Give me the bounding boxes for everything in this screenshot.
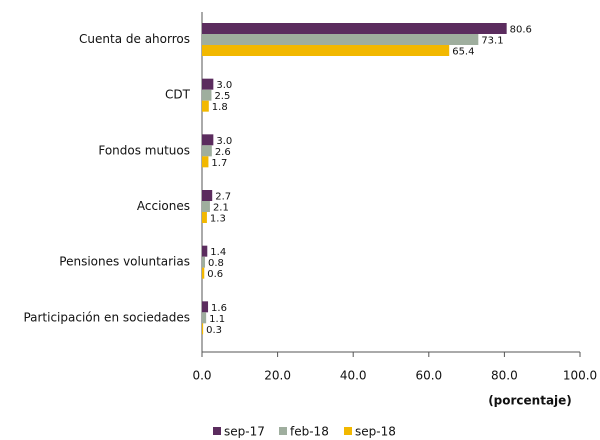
value-label: 1.4 [210, 247, 226, 258]
legend-swatch [213, 427, 221, 435]
value-label: 80.6 [510, 25, 532, 36]
x-tick-label: 20.0 [264, 369, 291, 383]
value-label: 1.6 [211, 303, 227, 314]
value-label: 1.3 [210, 214, 226, 225]
value-label: 73.1 [481, 36, 503, 47]
x-tick-label: 60.0 [415, 369, 442, 383]
y-tick-label: Fondos mutuos [98, 143, 190, 157]
y-tick-label: Pensiones voluntarias [59, 255, 190, 269]
value-label: 1.8 [212, 102, 228, 113]
bar [202, 323, 204, 335]
value-label: 2.6 [215, 147, 231, 158]
value-label: 1.1 [209, 314, 225, 325]
y-tick-label: Cuenta de ahorros [79, 32, 190, 46]
bar [202, 267, 205, 279]
y-tick-label: CDT [165, 88, 191, 102]
bar [202, 156, 209, 168]
value-label: 0.8 [208, 258, 224, 269]
legend-swatch [344, 427, 352, 435]
value-label: 2.1 [213, 203, 229, 214]
bar [202, 256, 206, 268]
y-tick-label: Participación en sociedades [23, 310, 190, 324]
y-tick-label: Acciones [137, 199, 190, 213]
bar [202, 45, 450, 56]
x-tick-label: 100.0 [563, 369, 597, 383]
bar [202, 34, 479, 45]
value-label: 3.0 [216, 80, 232, 91]
value-label: 0.3 [206, 325, 222, 336]
bar [202, 100, 209, 112]
legend-swatch [279, 427, 287, 435]
bar [202, 212, 207, 223]
bar [202, 145, 212, 157]
bar [202, 301, 209, 313]
bar [202, 312, 207, 324]
x-tick-label: 40.0 [340, 369, 367, 383]
value-label: 3.0 [216, 136, 232, 147]
x-tick-label: 80.0 [491, 369, 518, 383]
value-label: 0.6 [207, 269, 223, 280]
value-label: 1.7 [211, 158, 227, 169]
value-label: 2.5 [214, 91, 230, 102]
x-tick-label: 0.0 [192, 369, 211, 383]
bar [202, 190, 213, 201]
legend-label: sep-17 [224, 425, 265, 439]
value-label: 65.4 [452, 47, 474, 58]
legend-label: feb-18 [290, 425, 329, 439]
bar [202, 89, 212, 101]
x-axis-label: (porcentaje) [488, 394, 572, 408]
bar [202, 23, 507, 34]
legend-label: sep-18 [355, 425, 396, 439]
value-label: 2.7 [215, 192, 231, 203]
bar [202, 78, 214, 90]
bar [202, 201, 210, 212]
bar [202, 134, 214, 146]
bar [202, 245, 208, 257]
